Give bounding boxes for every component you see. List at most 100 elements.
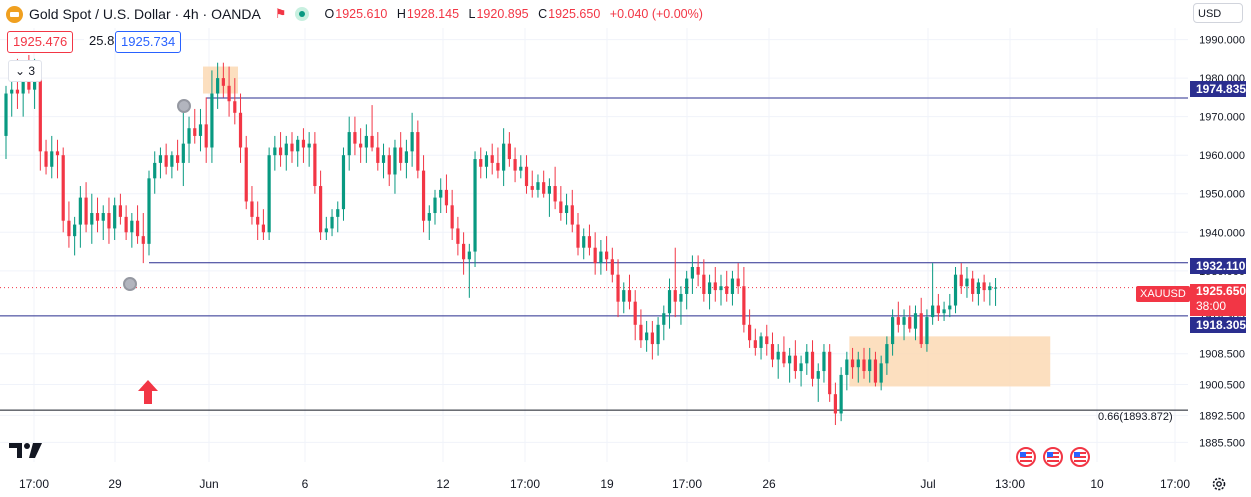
candle-body	[450, 205, 454, 229]
alarm-clock-icon[interactable]	[177, 99, 191, 113]
candle-body	[690, 266, 694, 279]
candle-body	[610, 259, 614, 275]
highlight-zone	[203, 66, 238, 94]
candle-body	[170, 155, 174, 167]
high-label: H	[396, 7, 406, 21]
candle-body	[210, 93, 214, 148]
candle-body	[656, 324, 660, 345]
time-tick-label: Jun	[199, 477, 218, 491]
candle-body	[95, 213, 100, 221]
candle-body	[44, 151, 48, 167]
candle-body	[421, 170, 426, 221]
candle-body	[193, 128, 197, 136]
flag-icon[interactable]: ⚑	[274, 6, 287, 21]
candle-body	[896, 317, 900, 325]
candle-body	[296, 139, 300, 152]
candle-body	[719, 286, 723, 291]
candle-body	[61, 155, 65, 221]
open-value: 1925.610	[335, 7, 388, 21]
candle-body	[490, 155, 494, 163]
candle-body	[913, 313, 918, 329]
candle-body	[542, 182, 546, 194]
candle-body	[187, 128, 191, 144]
candle-body	[261, 224, 265, 233]
currency-select[interactable]: USD	[1193, 3, 1243, 23]
support-mid-price-label: 1918.305	[1190, 317, 1246, 333]
ohlc-values: O1925.610 H1928.145 L1920.895 C1925.650 …	[325, 7, 709, 21]
candle-body	[810, 351, 815, 379]
chart-grid	[0, 28, 1188, 462]
candle-body	[336, 209, 340, 217]
candle-body	[845, 359, 849, 375]
candle-body	[873, 359, 878, 383]
candle-body	[948, 305, 952, 310]
alarm-clock-icon[interactable]	[123, 277, 137, 291]
candle-body	[393, 147, 397, 175]
candle-body	[153, 162, 157, 179]
candle-body	[21, 74, 25, 94]
candle-body	[839, 374, 843, 414]
candle-body	[427, 213, 431, 221]
time-tick-label: 17:00	[19, 477, 49, 491]
candle-body	[238, 112, 243, 148]
us-flag-event-icon[interactable]	[1016, 447, 1036, 467]
time-tick-label: 17:00	[1160, 477, 1190, 491]
candle-body	[942, 309, 946, 314]
symbol-title[interactable]: Gold Spot / U.S. Dollar · 4h · OANDA	[29, 6, 261, 22]
gold-logo-icon	[6, 5, 23, 23]
candle-body	[702, 274, 706, 294]
candle-body	[965, 278, 969, 287]
price-tick-label: 1908.500	[1199, 349, 1245, 361]
candle-body	[147, 178, 151, 244]
us-flag-event-icon[interactable]	[1043, 447, 1063, 467]
candle-body	[919, 313, 923, 345]
price-tick-label: 1940.000	[1199, 227, 1245, 239]
time-tick-label: 6	[302, 477, 309, 491]
candle-body	[456, 228, 460, 244]
current-price-value: 1925.650	[1196, 284, 1247, 298]
time-tick-label: Jul	[920, 477, 935, 491]
candle-body	[685, 278, 689, 294]
us-flag-event-icon[interactable]	[1070, 447, 1090, 467]
candle-body	[736, 278, 740, 287]
gear-icon[interactable]	[1211, 476, 1227, 492]
candle-body	[433, 197, 437, 214]
candle-body	[707, 282, 712, 294]
candle-body	[627, 290, 632, 302]
candle-body	[536, 182, 540, 190]
up-arrow-icon	[138, 380, 158, 404]
candle-body	[164, 155, 168, 167]
candle-body	[290, 143, 294, 152]
candle-body	[770, 344, 775, 360]
candle-body	[410, 132, 414, 152]
open-label: O	[324, 7, 335, 21]
candle-body	[605, 251, 609, 260]
candle-body	[502, 143, 506, 171]
candle-body	[553, 186, 557, 202]
tradingview-logo-icon[interactable]	[9, 440, 43, 460]
candle-body	[387, 155, 391, 175]
buy-price-button[interactable]: 1925.734	[115, 31, 182, 53]
sell-price-button[interactable]: 1925.476	[7, 31, 74, 53]
bar-countdown: 38:00	[1196, 299, 1227, 313]
candle-body	[828, 351, 832, 395]
indicators-collapse-button[interactable]: ⌄ 3	[8, 60, 42, 82]
candle-body	[902, 317, 906, 325]
candle-body	[730, 278, 735, 294]
candle-body	[593, 247, 597, 264]
candle-body	[404, 151, 408, 163]
candle-body	[473, 159, 477, 252]
candle-body	[467, 251, 471, 260]
candle-body	[399, 147, 403, 163]
candle-body	[788, 355, 792, 364]
candle-body	[856, 359, 860, 368]
candle-body	[10, 89, 14, 94]
candle-body	[759, 336, 763, 348]
price-tick-label: 1892.500	[1199, 410, 1245, 422]
candle-body	[216, 78, 220, 94]
candle-body	[84, 197, 88, 225]
candle-body	[765, 336, 769, 345]
time-tick-label: 17:00	[510, 477, 540, 491]
candle-body	[645, 332, 649, 341]
